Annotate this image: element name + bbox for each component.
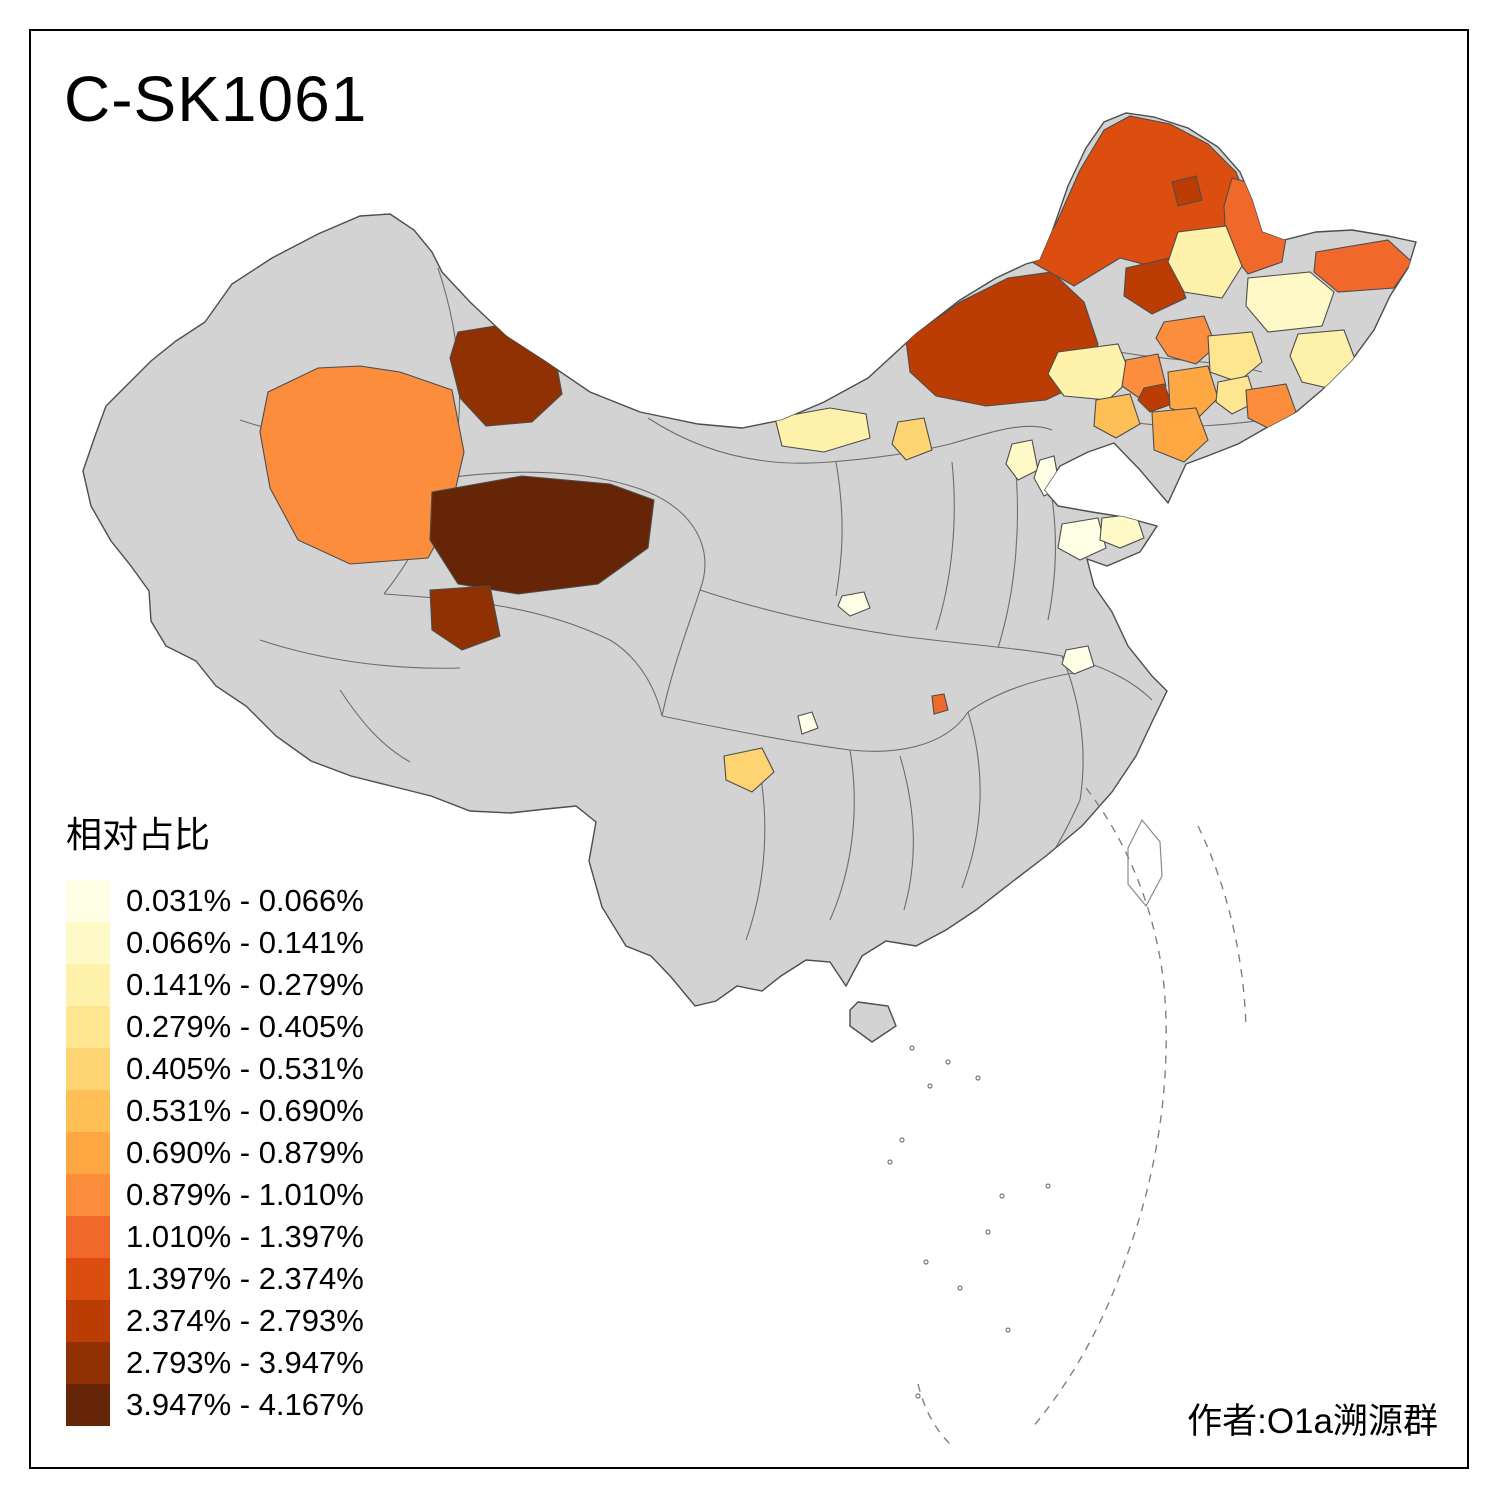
taiwan-island xyxy=(1127,818,1163,908)
map-region-heilongjiang-south-orange xyxy=(1155,315,1217,365)
map-region-qinghai-southwest-dark xyxy=(429,585,501,651)
legend-rows: 0.031% - 0.066% 0.066% - 0.141% 0.141% -… xyxy=(66,880,364,1426)
author-credit: 作者:O1a溯源群 xyxy=(1187,1402,1438,1441)
legend-swatch xyxy=(66,1384,110,1426)
legend-label: 0.879% - 1.010% xyxy=(126,1177,364,1212)
map-region-jilin-small-dark xyxy=(1137,383,1173,413)
legend-row: 1.397% - 2.374% xyxy=(66,1258,364,1300)
legend-label: 3.947% - 4.167% xyxy=(126,1387,364,1422)
legend-row: 0.690% - 0.879% xyxy=(66,1132,364,1174)
page-title: C-SK1061 xyxy=(64,63,368,135)
map-region-jilin-central-orange xyxy=(1167,365,1219,419)
map-region-heilongjiang-southeast-yellow xyxy=(1207,331,1263,383)
legend-swatch xyxy=(66,1342,110,1384)
south-china-sea-islets xyxy=(887,1045,1051,1399)
south-china-sea-boundary-line xyxy=(917,787,1247,1445)
legend-label: 0.031% - 0.066% xyxy=(126,883,364,918)
legend-label: 1.397% - 2.374% xyxy=(126,1261,364,1296)
map-region-ordos-area-tan xyxy=(891,417,933,461)
legend-row: 0.879% - 1.010% xyxy=(66,1174,364,1216)
map-region-inner-mongolia-east-dark xyxy=(1123,257,1187,315)
legend-row: 1.010% - 1.397% xyxy=(66,1216,364,1258)
map-region-sichuan-south-cream xyxy=(797,711,819,735)
legend-swatch xyxy=(66,1258,110,1300)
legend-swatch xyxy=(66,1048,110,1090)
legend-row: 0.031% - 0.066% xyxy=(66,880,364,922)
legend-title: 相对占比 xyxy=(66,814,211,855)
legend-label: 0.690% - 0.879% xyxy=(126,1135,364,1170)
legend-row: 0.066% - 0.141% xyxy=(66,922,364,964)
map-region-heilongjiang-north-small-dark xyxy=(1171,175,1203,207)
legend-label: 0.141% - 0.279% xyxy=(126,967,364,1002)
legend-swatch xyxy=(66,1216,110,1258)
map-region-liaoning-west-light-orange xyxy=(1093,393,1141,439)
legend-row: 2.793% - 3.947% xyxy=(66,1342,364,1384)
legend-row: 3.947% - 4.167% xyxy=(66,1384,364,1426)
map-region-shandong-west-cream xyxy=(1057,517,1107,561)
map-region-yunnan-northwest-tan xyxy=(723,747,775,793)
map-region-heilongjiang-far-east-orange xyxy=(1313,239,1413,293)
map-region-chengdu-orange-dot xyxy=(931,693,949,715)
map-region-qinghai-west-darkest xyxy=(429,475,655,595)
legend-row: 0.531% - 0.690% xyxy=(66,1090,364,1132)
legend-label: 0.405% - 0.531% xyxy=(126,1051,364,1086)
map-region-shaanxi-small-cream xyxy=(837,591,871,617)
legend-label: 0.066% - 0.141% xyxy=(126,925,364,960)
legend-row: 0.279% - 0.405% xyxy=(66,1006,364,1048)
map-region-liaoning-east-orange xyxy=(1151,407,1209,463)
legend-swatch xyxy=(66,922,110,964)
legend-label: 2.793% - 3.947% xyxy=(126,1345,364,1380)
legend-label: 0.279% - 0.405% xyxy=(126,1009,364,1044)
legend-swatch xyxy=(66,1006,110,1048)
legend-swatch xyxy=(66,1300,110,1342)
legend-row: 0.141% - 0.279% xyxy=(66,964,364,1006)
legend-label: 2.374% - 2.793% xyxy=(126,1303,364,1338)
legend-label: 1.010% - 1.397% xyxy=(126,1219,364,1254)
legend-row: 2.374% - 2.793% xyxy=(66,1300,364,1342)
map-region-heilongjiang-west-pale xyxy=(1167,225,1243,299)
hainan-island xyxy=(849,1001,897,1043)
map-region-henan-small-cream xyxy=(1061,645,1095,675)
legend-swatch xyxy=(66,1132,110,1174)
legend-swatch xyxy=(66,880,110,922)
legend-label: 0.531% - 0.690% xyxy=(126,1093,364,1128)
map-region-inner-mongolia-west-pale xyxy=(774,407,871,453)
legend-swatch xyxy=(66,1174,110,1216)
map-region-jilin-east-pale xyxy=(1215,375,1257,415)
legend-swatch xyxy=(66,964,110,1006)
map-region-heilongjiang-central-cream xyxy=(1245,271,1335,333)
legend-swatch xyxy=(66,1090,110,1132)
legend: 相对占比 0.031% - 0.066% 0.066% - 0.141% 0.1… xyxy=(66,806,364,1426)
legend-row: 0.405% - 0.531% xyxy=(66,1048,364,1090)
map-region-beijing-area-cream xyxy=(1005,439,1039,481)
